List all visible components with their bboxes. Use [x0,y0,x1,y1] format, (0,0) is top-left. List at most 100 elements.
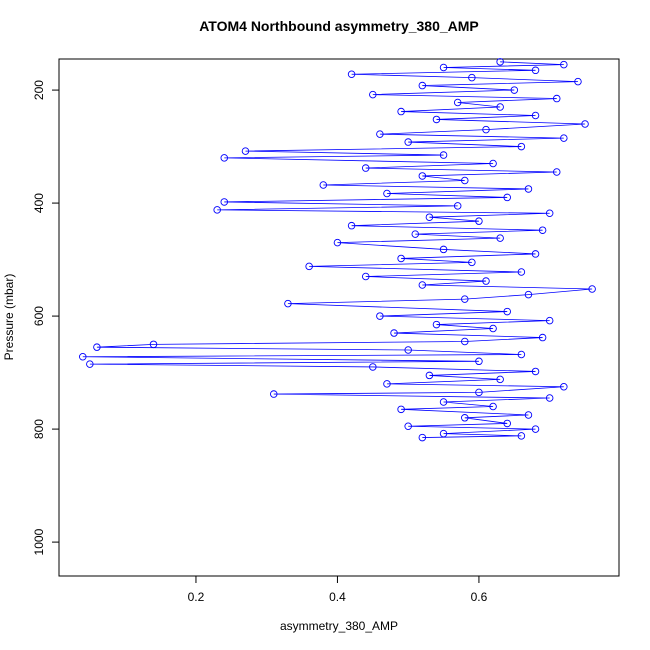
point [418,172,427,180]
point [560,134,568,142]
point [453,98,462,107]
point [482,125,490,134]
point [538,226,547,234]
point [411,230,420,238]
y-axis-label: Pressure (mbar) [2,274,16,361]
point [503,307,511,316]
point [418,433,427,442]
point [503,193,511,202]
x-axis-label: asymmetry_380_AMP [280,619,398,633]
point [404,138,412,146]
point [475,217,483,225]
point [149,340,158,349]
point [574,77,582,86]
point [489,159,497,168]
y-tick-label: 200 [32,80,46,100]
point [432,320,441,329]
point [220,154,229,162]
series-line [82,61,593,438]
point [439,398,448,406]
point [439,429,448,438]
plot-frame [58,58,620,577]
point [524,290,533,299]
point [468,73,476,82]
point [347,70,356,79]
point [545,209,554,218]
point [468,258,476,267]
point [496,103,504,111]
point [531,66,540,75]
point [461,295,469,303]
point [93,343,101,351]
point [588,285,596,293]
point [376,312,384,320]
point [432,115,441,124]
point [531,111,540,120]
point [404,346,412,354]
point [361,164,370,172]
point [439,151,448,159]
point [496,375,504,384]
point [489,402,497,411]
point [347,221,356,230]
point [369,90,377,99]
point [390,329,398,337]
point [503,419,511,428]
point [220,198,229,206]
point [241,147,250,155]
point [319,181,328,189]
point [461,176,469,185]
point [475,388,483,397]
point [517,350,526,359]
chart-title: ATOM4 Northbound asymmetry_380_AMP [199,18,479,34]
point [482,277,490,285]
point [418,81,427,90]
point [404,422,412,431]
point [510,86,519,94]
point [79,353,87,361]
y-tick-label: 600 [32,306,46,326]
point [475,357,483,366]
point [397,254,405,263]
point [461,337,469,346]
x-tick-label: 0.6 [471,590,488,604]
point [383,189,391,198]
point [361,272,370,281]
point [305,262,313,271]
point [531,367,540,376]
point [439,63,448,72]
point [538,333,547,342]
point [496,234,504,242]
point [517,142,526,151]
point [425,213,434,221]
point [524,185,533,193]
point [560,60,568,69]
point [552,94,561,103]
point [369,363,377,371]
point [333,238,342,247]
x-tick-label: 0.2 [188,590,205,604]
point [524,411,533,419]
point [545,394,554,402]
y-tick-label: 800 [32,419,46,439]
point [453,202,462,210]
point [531,425,540,433]
point [531,250,540,258]
point [418,281,427,289]
point [383,380,391,388]
point [496,58,504,66]
point [461,414,469,422]
point [439,245,448,254]
point [284,299,292,308]
point [376,130,384,138]
point [270,390,278,398]
point [581,120,589,128]
point [489,324,497,333]
y-tick-label: 1000 [32,528,46,555]
point [425,371,434,380]
y-tick-label: 400 [32,193,46,213]
point [213,206,221,214]
point [517,268,526,276]
